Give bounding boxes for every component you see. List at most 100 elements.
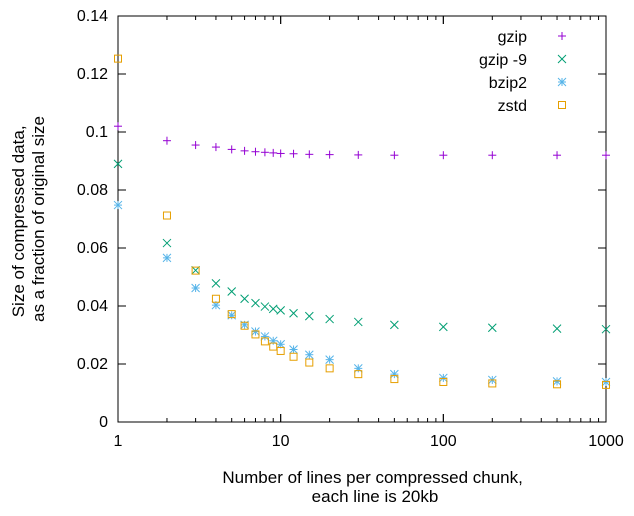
- legend-label: zstd: [498, 98, 527, 115]
- data-point: [276, 346, 285, 355]
- data-point: [305, 358, 314, 367]
- data-point: [240, 294, 249, 304]
- data-point: [113, 159, 123, 169]
- data-point: [191, 141, 200, 150]
- data-point: [552, 377, 562, 386]
- data-point: [353, 317, 363, 327]
- data-point: [269, 342, 278, 351]
- y-tick-label: 0.04: [77, 298, 108, 315]
- data-point: [439, 377, 448, 386]
- y-tick-label: 0.02: [77, 356, 108, 373]
- data-point: [268, 304, 278, 314]
- data-point: [276, 305, 286, 315]
- data-point: [227, 310, 236, 319]
- x-tick-label: 1000: [588, 433, 624, 450]
- data-point: [289, 352, 298, 361]
- data-point: [260, 148, 269, 157]
- data-point: [227, 287, 237, 296]
- data-point: [251, 327, 260, 336]
- data-point: [304, 350, 314, 360]
- data-points: [113, 54, 611, 389]
- data-point: [552, 324, 562, 333]
- data-point: [260, 337, 269, 346]
- y-tick-label: 0.12: [77, 66, 108, 83]
- y-axis-title-line-1: Size of compressed data,: [9, 125, 28, 317]
- y-tick-label: 0.08: [77, 182, 108, 199]
- data-point: [276, 149, 285, 158]
- data-point: [113, 200, 123, 210]
- x-axis-title-line-2: each line is 20kb: [312, 487, 439, 506]
- data-point: [354, 150, 363, 159]
- data-point: [251, 298, 260, 308]
- data-point: [211, 294, 220, 303]
- data-point: [289, 308, 298, 318]
- data-point: [260, 332, 270, 341]
- data-point: [240, 321, 249, 330]
- data-point: [390, 369, 399, 379]
- x-tick-label: 1: [114, 433, 123, 450]
- series-bzip2: [113, 200, 611, 387]
- y-axis-ticks: 0 0.02 0.04 0.06 0.08 0.1 0.12 0.14: [77, 8, 606, 431]
- y-tick-label: 0.06: [77, 240, 108, 257]
- data-point: [191, 283, 200, 293]
- legend-label: gzip -9: [479, 52, 527, 69]
- legend-label: gzip: [498, 29, 527, 46]
- y-axis-title: Size of compressed data, as a fraction o…: [9, 116, 48, 322]
- data-point: [162, 211, 171, 220]
- data-point: [304, 311, 314, 321]
- y-tick-label: 0.14: [77, 8, 108, 25]
- x-tick-label: 100: [430, 433, 457, 450]
- y-tick-label: 0: [99, 414, 108, 431]
- data-point: [488, 151, 497, 160]
- data-point: [438, 373, 448, 383]
- data-point: [553, 151, 562, 160]
- data-point: [439, 151, 448, 160]
- data-point: [390, 151, 399, 160]
- y-axis-title-line-2: as a fraction of original size: [29, 116, 48, 322]
- legend-marker: [558, 32, 566, 40]
- legend-marker: [557, 77, 567, 87]
- data-point: [114, 122, 122, 131]
- data-point: [305, 150, 314, 159]
- data-point: [191, 265, 200, 275]
- data-point: [289, 149, 298, 158]
- series-gzip: [114, 122, 610, 160]
- data-point: [602, 151, 610, 160]
- data-point: [553, 380, 562, 389]
- data-point: [602, 380, 610, 389]
- data-point: [488, 379, 497, 388]
- y-tick-label: 0.1: [86, 124, 108, 141]
- data-point: [390, 320, 399, 330]
- data-point: [325, 314, 334, 324]
- x-axis-ticks: 1 10 100 1000: [114, 16, 624, 450]
- x-axis-title: Number of lines per compressed chunk, ea…: [222, 468, 527, 506]
- data-point: [211, 279, 221, 288]
- series-zstd: [114, 54, 610, 389]
- data-point: [251, 330, 260, 339]
- legend-marker: [558, 101, 566, 109]
- data-point: [325, 364, 334, 373]
- data-point: [390, 375, 399, 384]
- series-gzip-9: [113, 159, 611, 334]
- legend: gzip gzip -9 bzip2 zstd: [479, 29, 567, 115]
- data-point: [162, 136, 171, 145]
- data-point: [487, 323, 497, 333]
- plot-frame: [117, 15, 607, 423]
- data-point: [251, 147, 260, 156]
- data-point: [260, 302, 270, 311]
- data-point: [601, 377, 611, 387]
- legend-marker: [557, 54, 567, 64]
- data-point: [114, 54, 122, 63]
- x-axis-title-line-1: Number of lines per compressed chunk,: [222, 468, 522, 487]
- data-point: [162, 253, 172, 263]
- data-point: [289, 345, 298, 354]
- data-point: [438, 322, 448, 332]
- data-point: [211, 143, 220, 152]
- data-point: [325, 150, 334, 159]
- data-point: [354, 370, 363, 379]
- data-point: [601, 324, 611, 334]
- data-point: [227, 145, 236, 154]
- data-point: [269, 148, 278, 157]
- data-point: [240, 146, 249, 155]
